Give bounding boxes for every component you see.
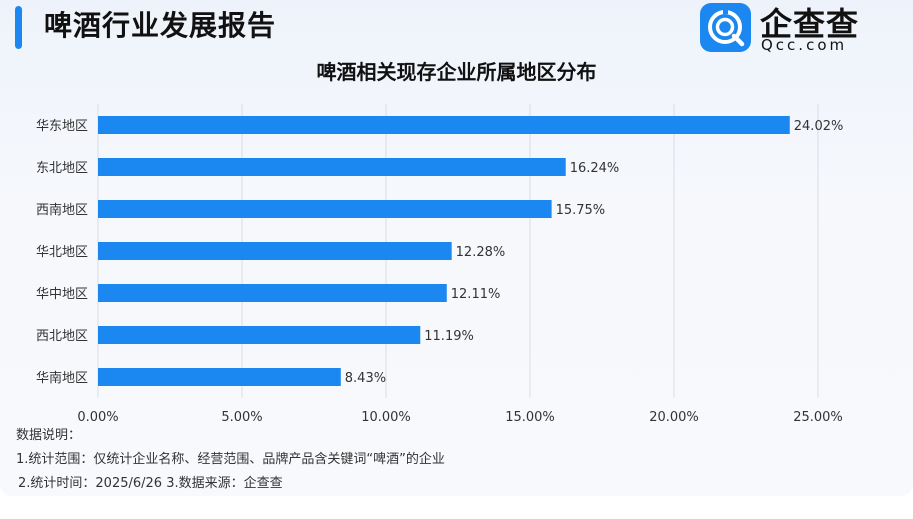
chart-title: 啤酒相关现存企业所属地区分布 — [316, 60, 597, 84]
value-label: 24.02% — [794, 119, 844, 134]
category-label: 东北地区 — [36, 161, 88, 176]
category-label: 西南地区 — [36, 202, 88, 218]
brand-logo: 企查查 Qcc.com — [700, 3, 900, 55]
notes-line-1: 1.统计范围：仅统计企业名称、经营范围、品牌产品含关键词“啤酒”的企业 — [16, 452, 445, 467]
value-label: 16.24% — [570, 161, 620, 176]
x-tick-label: 0.00% — [77, 410, 118, 425]
x-tick-label: 25.00% — [793, 410, 843, 425]
logo-subtitle: Qcc.com — [761, 36, 848, 54]
value-label: 8.43% — [345, 371, 386, 386]
category-label: 华东地区 — [36, 119, 88, 134]
bar — [98, 284, 447, 302]
report-title: 啤酒行业发展报告 — [44, 9, 277, 42]
bar — [98, 158, 566, 176]
logo-name: 企查查 — [760, 5, 860, 43]
category-label: 西北地区 — [36, 329, 88, 344]
value-label: 15.75% — [556, 203, 606, 218]
x-tick-label: 10.00% — [361, 410, 411, 425]
value-label: 12.11% — [451, 287, 501, 302]
x-tick-label: 5.00% — [221, 410, 262, 425]
category-label: 华南地区 — [36, 370, 88, 386]
category-label: 华中地区 — [36, 287, 88, 302]
value-label: 11.19% — [424, 329, 474, 344]
category-label: 华北地区 — [36, 245, 88, 260]
notes-line-2: 2.统计时间：2025/6/26 3.数据来源：企查查 — [18, 476, 283, 491]
title-accent-bar — [15, 6, 22, 49]
bar — [98, 326, 421, 344]
notes-heading: 数据说明： — [16, 428, 82, 443]
x-tick-label: 20.00% — [649, 410, 699, 425]
bar — [98, 116, 790, 134]
bar — [98, 200, 552, 218]
value-label: 12.28% — [456, 245, 506, 260]
x-tick-label: 15.00% — [505, 410, 555, 425]
bar — [98, 242, 452, 260]
bar — [98, 368, 341, 386]
qcc-logo-icon — [700, 3, 751, 52]
